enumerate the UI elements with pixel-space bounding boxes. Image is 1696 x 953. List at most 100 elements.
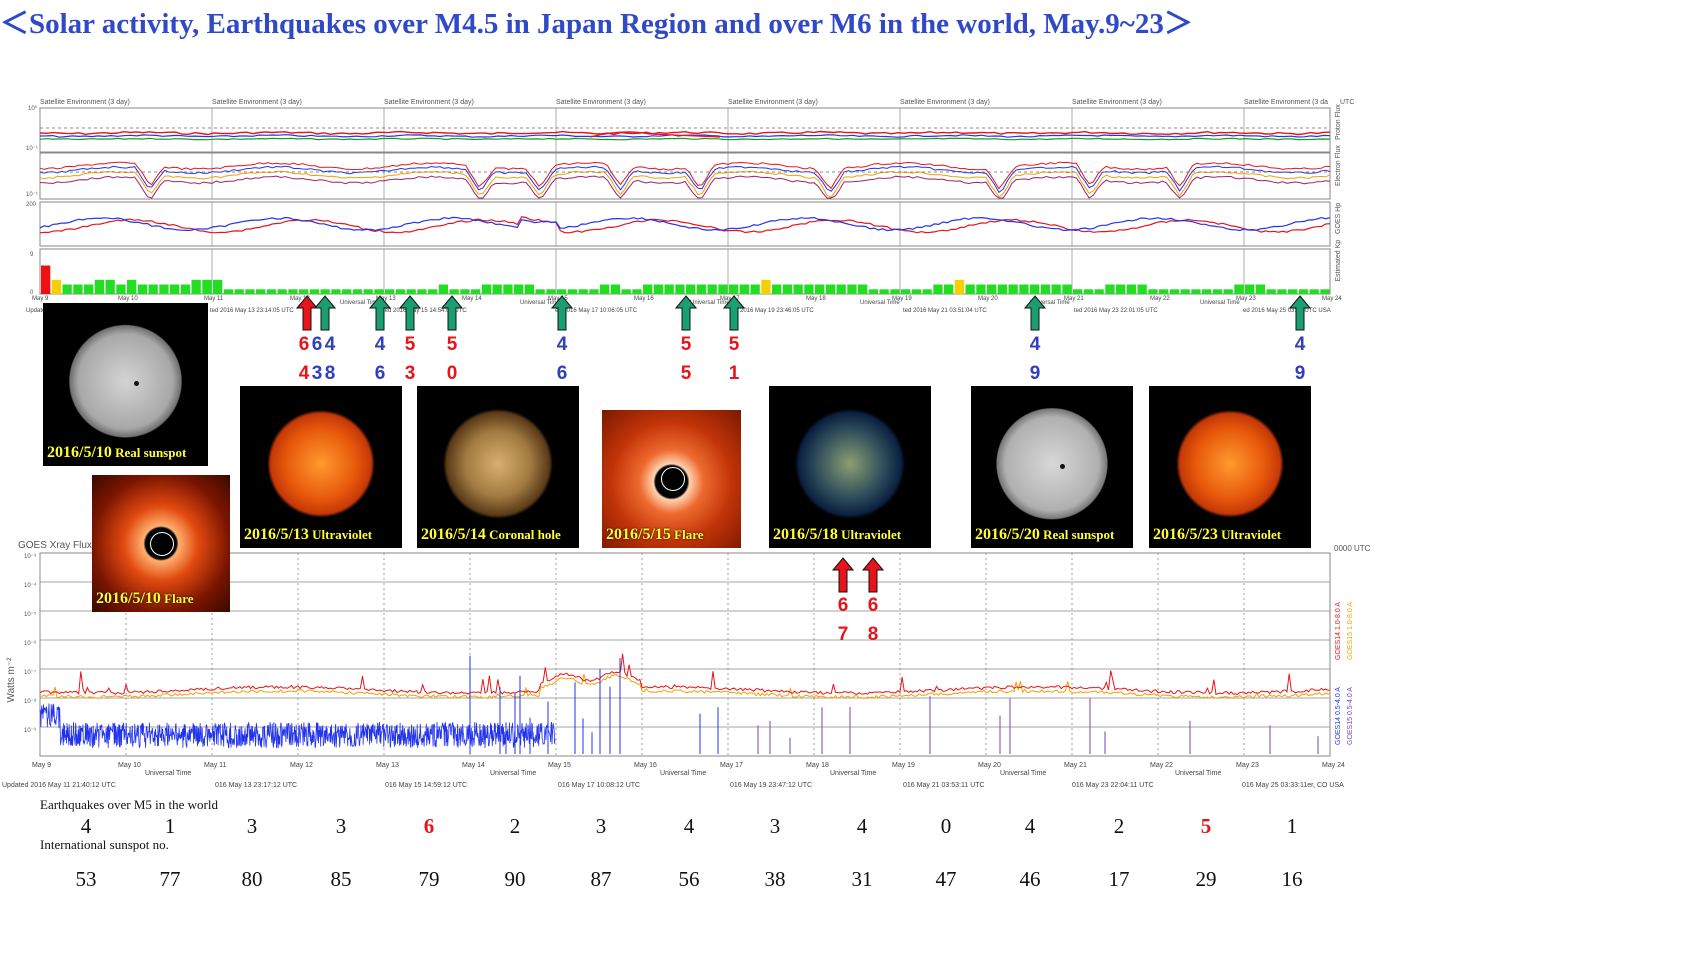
quake-magnitude-int: 5 <box>404 334 416 355</box>
solar-image-caption: 2016/5/18 Ultraviolet <box>773 526 901 544</box>
kp-bar <box>696 284 707 294</box>
satellite-header-label: Satellite Environment (3 day) <box>40 99 130 106</box>
kp-bar <box>309 289 320 295</box>
kp-bar <box>976 284 986 294</box>
electron-series-red <box>39 161 1331 190</box>
kp-bar <box>664 284 674 294</box>
kp-bar <box>954 279 965 295</box>
caption-kind: Real sunspot <box>1039 527 1115 542</box>
kp-bar <box>621 289 631 295</box>
caption-date: 2016/5/15 <box>606 526 671 543</box>
solar-image-sunspot2: 2016/5/20 Real sunspot <box>971 386 1133 548</box>
kp-bar <box>277 289 287 295</box>
table-cell: 1 <box>164 814 176 838</box>
satellite-header-label: Satellite Environment (3 day) <box>900 99 990 106</box>
satellite-header-label: Satellite Environment (3 day) <box>384 99 474 106</box>
top-date-tick: May 16 <box>634 296 654 302</box>
table-cell: 3 <box>769 814 781 838</box>
top-universal-time: Universal Time <box>690 300 730 306</box>
xray-ytick: 10⁻⁵ <box>24 611 37 618</box>
kp-bar <box>567 289 578 295</box>
table-cell: 2 <box>1113 814 1125 838</box>
table-cell: 46 <box>1019 867 1041 891</box>
quake-magnitude-int: 4 <box>556 334 568 355</box>
solar-image-sunspot: 2016/5/10 Real sunspot <box>43 303 208 466</box>
xray-updated-label: 016 May 23 22:04:11 UTC <box>1072 782 1154 789</box>
proton-flux-label: Proton Flux <box>1335 104 1342 140</box>
xray-legend-entry: GOES15 1.0-8.0 A <box>1347 602 1354 660</box>
top-date-tick: May 12 <box>290 296 310 302</box>
kp-bar <box>1040 284 1051 294</box>
kp-bar <box>1288 289 1298 295</box>
table-cell: 87 <box>590 867 612 891</box>
caption-kind: Ultraviolet <box>837 527 902 542</box>
top-date-tick: May 21 <box>1064 296 1084 302</box>
top-universal-time: Universal Time <box>340 300 380 306</box>
caption-kind: Flare <box>670 527 704 542</box>
quake-arrow-icon <box>1289 295 1311 331</box>
kp-bar <box>1320 289 1330 295</box>
kp-bar <box>1105 284 1115 294</box>
kp-bar <box>51 279 62 295</box>
kp-bar <box>589 289 599 295</box>
quake-magnitude-int: 4 <box>1294 334 1306 355</box>
proton-ytick: 10⁰ <box>28 105 38 112</box>
kp-bar <box>729 284 739 294</box>
kp-bar <box>1159 289 1169 295</box>
solar-image-caption: 2016/5/20 Real sunspot <box>975 526 1114 544</box>
kp-bar <box>481 284 492 294</box>
kp-bar <box>492 284 502 294</box>
xray-updated-label: 016 May 21 03:53:11 UTC <box>903 782 985 789</box>
kp-bar <box>127 279 137 295</box>
kp-ytick: 0 <box>30 290 34 296</box>
kp-bar <box>62 284 72 294</box>
table-cell: 0 <box>940 814 952 838</box>
xray-universal-time: Universal Time <box>490 770 536 777</box>
xray-date-tick: May 15 <box>548 762 571 769</box>
kp-bar <box>965 284 975 294</box>
xray-updated-label: 016 May 17 10:08:12 UTC <box>558 782 640 789</box>
kp-bar <box>514 284 524 294</box>
xray-updated-label: 016 May 13 23:17:12 UTC <box>215 782 297 789</box>
quake-arrow-icon <box>399 295 421 331</box>
table-row-label: Earthquakes over M5 in the world <box>40 797 218 812</box>
kp-bar <box>202 279 212 295</box>
kp-bar <box>1062 284 1072 294</box>
quake-magnitude-dec: 8 <box>324 363 336 384</box>
xray-date-tick: May 13 <box>376 762 399 769</box>
kp-bar <box>137 284 148 294</box>
kp-bar <box>868 289 879 295</box>
xray-ytick: 10⁻⁸ <box>24 698 37 705</box>
kp-bar <box>750 284 760 294</box>
caption-date: 2016/5/13 <box>244 526 309 543</box>
kp-bar <box>1169 289 1180 295</box>
kp-bar <box>245 289 255 295</box>
kp-bar <box>535 289 545 295</box>
proton-flux-frame <box>39 107 1331 153</box>
kp-bar <box>1148 289 1158 295</box>
solar-image-caption: 2016/5/15 Flare <box>606 526 704 544</box>
quake-arrow-icon <box>1024 295 1046 331</box>
top-updated-label: ted 2016 May 19 23:46:05 UTC <box>730 308 814 314</box>
top-date-tick: May 18 <box>806 296 826 302</box>
table-cell: 90 <box>504 867 526 891</box>
kp-bar <box>180 284 191 294</box>
caption-date: 2016/5/10 <box>96 590 161 607</box>
top-universal-time: Universal Time <box>1200 300 1240 306</box>
sunspot-dot <box>133 381 139 387</box>
satellite-header-label: Satellite Environment (3 day) <box>556 99 646 106</box>
xray-date-tick: May 12 <box>290 762 313 769</box>
kp-bar <box>879 289 889 295</box>
electron-series-purple <box>39 175 1331 199</box>
top-date-tick: May 15 <box>548 296 568 302</box>
proton-ytick: 10⁻¹ <box>26 146 38 152</box>
top-updated-label: Updated <box>26 308 49 314</box>
satellite-header-utc: UTC <box>1340 99 1354 106</box>
xray-legend-entry: GOES14 0.5-4.0 A <box>1335 687 1342 745</box>
kp-bar <box>793 284 803 294</box>
kp-bar <box>933 284 943 294</box>
kp-bar <box>653 284 664 294</box>
kp-bar <box>191 279 201 295</box>
solar-image-uv: 2016/5/13 Ultraviolet <box>240 386 402 548</box>
kp-bar <box>438 284 449 294</box>
